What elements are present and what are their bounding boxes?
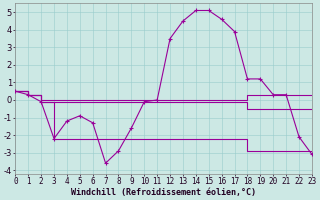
X-axis label: Windchill (Refroidissement éolien,°C): Windchill (Refroidissement éolien,°C) [71,188,256,197]
